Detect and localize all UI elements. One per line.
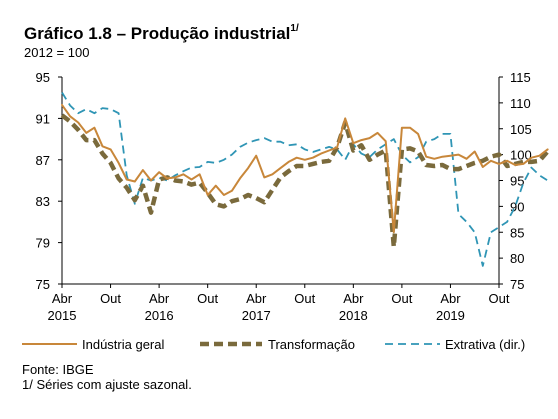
y-right-tick-label: 75 — [510, 277, 524, 292]
x-tick-label-month: Abr — [343, 291, 364, 306]
chart-title: Gráfico 1.8 – Produção industrial1/ — [24, 23, 299, 44]
series-line-transformacao — [60, 113, 550, 249]
legend-label: Indústria geral — [82, 337, 164, 352]
x-tick-label-year: 2016 — [145, 308, 174, 323]
y-left-tick-label: 95 — [36, 70, 50, 85]
x-tick-label-month: Abr — [440, 291, 461, 306]
y-right-tick-label: 100 — [510, 148, 532, 163]
legend-label: Transformação — [268, 337, 355, 352]
y-right-tick-label: 85 — [510, 225, 524, 240]
y-left-tick-label: 91 — [36, 111, 50, 126]
x-tick-label-year: 2015 — [48, 308, 77, 323]
y-left-tick-label: 75 — [36, 277, 50, 292]
x-tick-label-month: Out — [197, 291, 218, 306]
source-note: Fonte: IBGE — [22, 362, 94, 377]
y-right-tick-label: 105 — [510, 122, 532, 137]
chart-title-text: Gráfico 1.8 – Produção industrial — [24, 24, 291, 43]
x-tick-label-month: Out — [294, 291, 315, 306]
legend-label: Extrativa (dir.) — [445, 337, 525, 352]
x-tick-label-year: 2019 — [436, 308, 465, 323]
y-right-tick-label: 110 — [510, 96, 531, 111]
chart-subtitle: 2012 = 100 — [24, 45, 90, 60]
y-left-tick-label: 79 — [36, 236, 50, 251]
x-tick-label-month: Out — [489, 291, 510, 306]
x-tick-label-month: Out — [100, 291, 121, 306]
y-right-tick-label: 80 — [510, 251, 524, 266]
chart-title-footnote-marker: 1/ — [290, 23, 299, 34]
series-line-industria-geral — [61, 103, 549, 234]
x-tick-label-year: 2017 — [242, 308, 271, 323]
series-line-extrativa-dir — [61, 92, 549, 267]
x-tick-label-year: 2018 — [339, 308, 368, 323]
footnote: 1/ Séries com ajuste sazonal. — [22, 377, 192, 392]
x-tick-label-month: Abr — [149, 291, 170, 306]
x-tick-label-month: Out — [391, 291, 412, 306]
y-left-tick-label: 87 — [36, 153, 50, 168]
y-right-tick-label: 115 — [510, 70, 531, 85]
x-tick-label-month: Abr — [246, 291, 267, 306]
x-tick-label-month: Abr — [52, 291, 73, 306]
y-left-tick-label: 83 — [36, 194, 50, 209]
y-right-tick-label: 95 — [510, 174, 524, 189]
